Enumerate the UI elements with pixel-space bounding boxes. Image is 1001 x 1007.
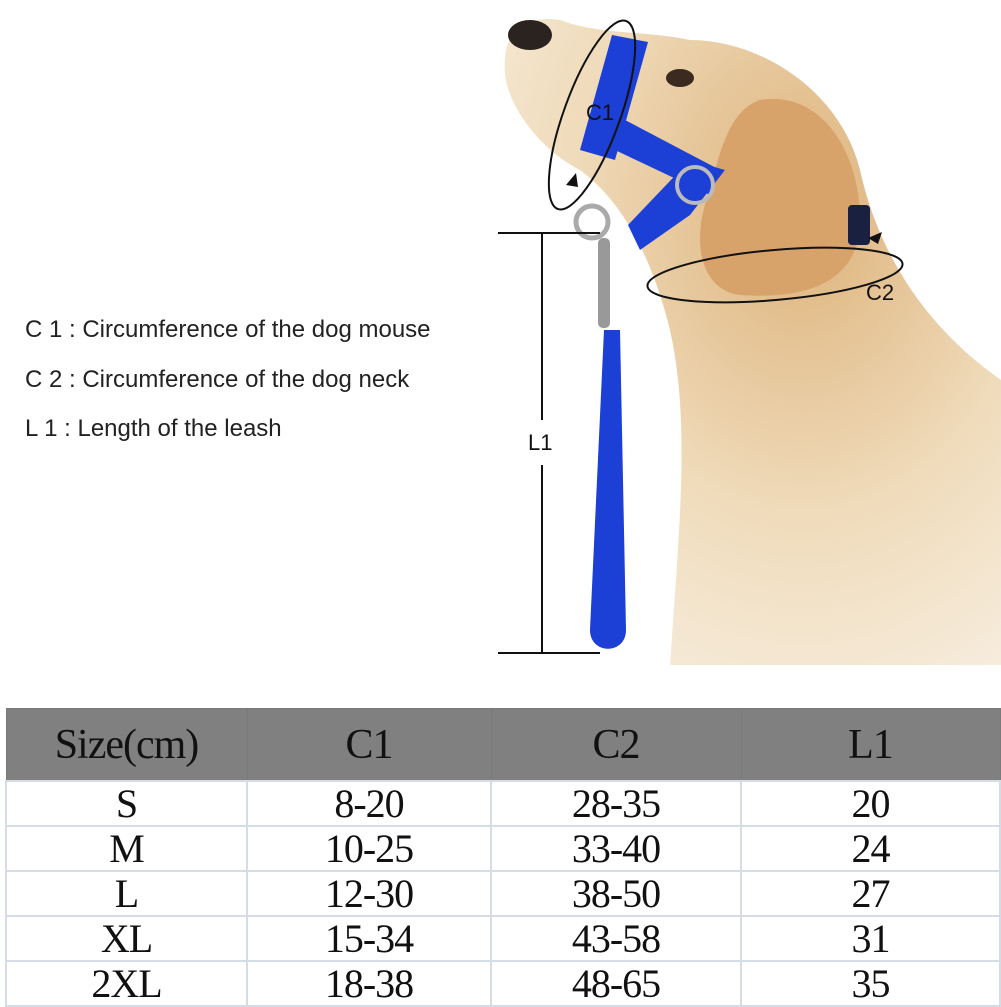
table-cell: 24 [740, 825, 1001, 872]
table-cell: 31 [740, 915, 1001, 962]
table-cell: 33-40 [490, 825, 742, 872]
c2-measure-loop [646, 246, 904, 304]
c2-label: C2 [866, 280, 895, 305]
table-cell: XL [5, 915, 248, 962]
leash [590, 330, 626, 649]
leash-clip [598, 238, 610, 328]
l1-label: L1 [528, 430, 553, 455]
legend-c1: C 1 : Circumference of the dog mouse [25, 316, 431, 343]
legend-c2: C 2 : Circumference of the dog neck [25, 366, 410, 393]
l1-dimension-line [498, 232, 600, 654]
size-table: Size(cm) C1 C2 L1 S 8-20 28-35 20 M 10-25 33-4… [5, 708, 1001, 1007]
table-row: L 12-30 38-50 27 [5, 870, 1001, 917]
table-cell: 18-38 [246, 960, 492, 1007]
table-cell: 20 [740, 780, 1001, 827]
table-cell: 8-20 [246, 780, 492, 827]
header-l1: L1 [740, 708, 1001, 782]
collar-buckle [848, 205, 870, 245]
table-cell: 12-30 [246, 870, 492, 917]
header-c1: C1 [246, 708, 492, 782]
legend-l1: L 1 : Length of the leash [25, 415, 282, 442]
dog-ear [700, 98, 860, 296]
c1-label: C1 [586, 100, 615, 125]
table-row: S 8-20 28-35 20 [5, 780, 1001, 827]
table-cell: 27 [740, 870, 1001, 917]
table-row: 2XL 18-38 48-65 35 [5, 960, 1001, 1007]
table-cell: 2XL [5, 960, 248, 1007]
harness-ring-side [675, 165, 715, 205]
dog-body [504, 19, 1001, 666]
table-cell: S [5, 780, 248, 827]
table-row: XL 15-34 43-58 31 [5, 915, 1001, 962]
table-header-row: Size(cm) C1 C2 L1 [5, 708, 1001, 782]
table-row: M 10-25 33-40 24 [5, 825, 1001, 872]
harness-ring [573, 203, 611, 241]
table-cell: M [5, 825, 248, 872]
table-cell: 43-58 [490, 915, 742, 962]
c1-arrow-icon [566, 173, 578, 187]
table-cell: L [5, 870, 248, 917]
header-c2: C2 [490, 708, 742, 782]
dog-nose [508, 20, 552, 50]
table-cell: 38-50 [490, 870, 742, 917]
table-cell: 28-35 [490, 780, 742, 827]
table-cell: 48-65 [490, 960, 742, 1007]
table-cell: 35 [740, 960, 1001, 1007]
header-size: Size(cm) [5, 708, 248, 782]
dog-illustration [498, 19, 1001, 666]
table-cell: 10-25 [246, 825, 492, 872]
table-cell: 15-34 [246, 915, 492, 962]
dog-eye [666, 69, 694, 87]
head-harness [580, 35, 725, 250]
c1-measure-loop [547, 19, 637, 211]
c2-arrow-icon [868, 232, 882, 244]
